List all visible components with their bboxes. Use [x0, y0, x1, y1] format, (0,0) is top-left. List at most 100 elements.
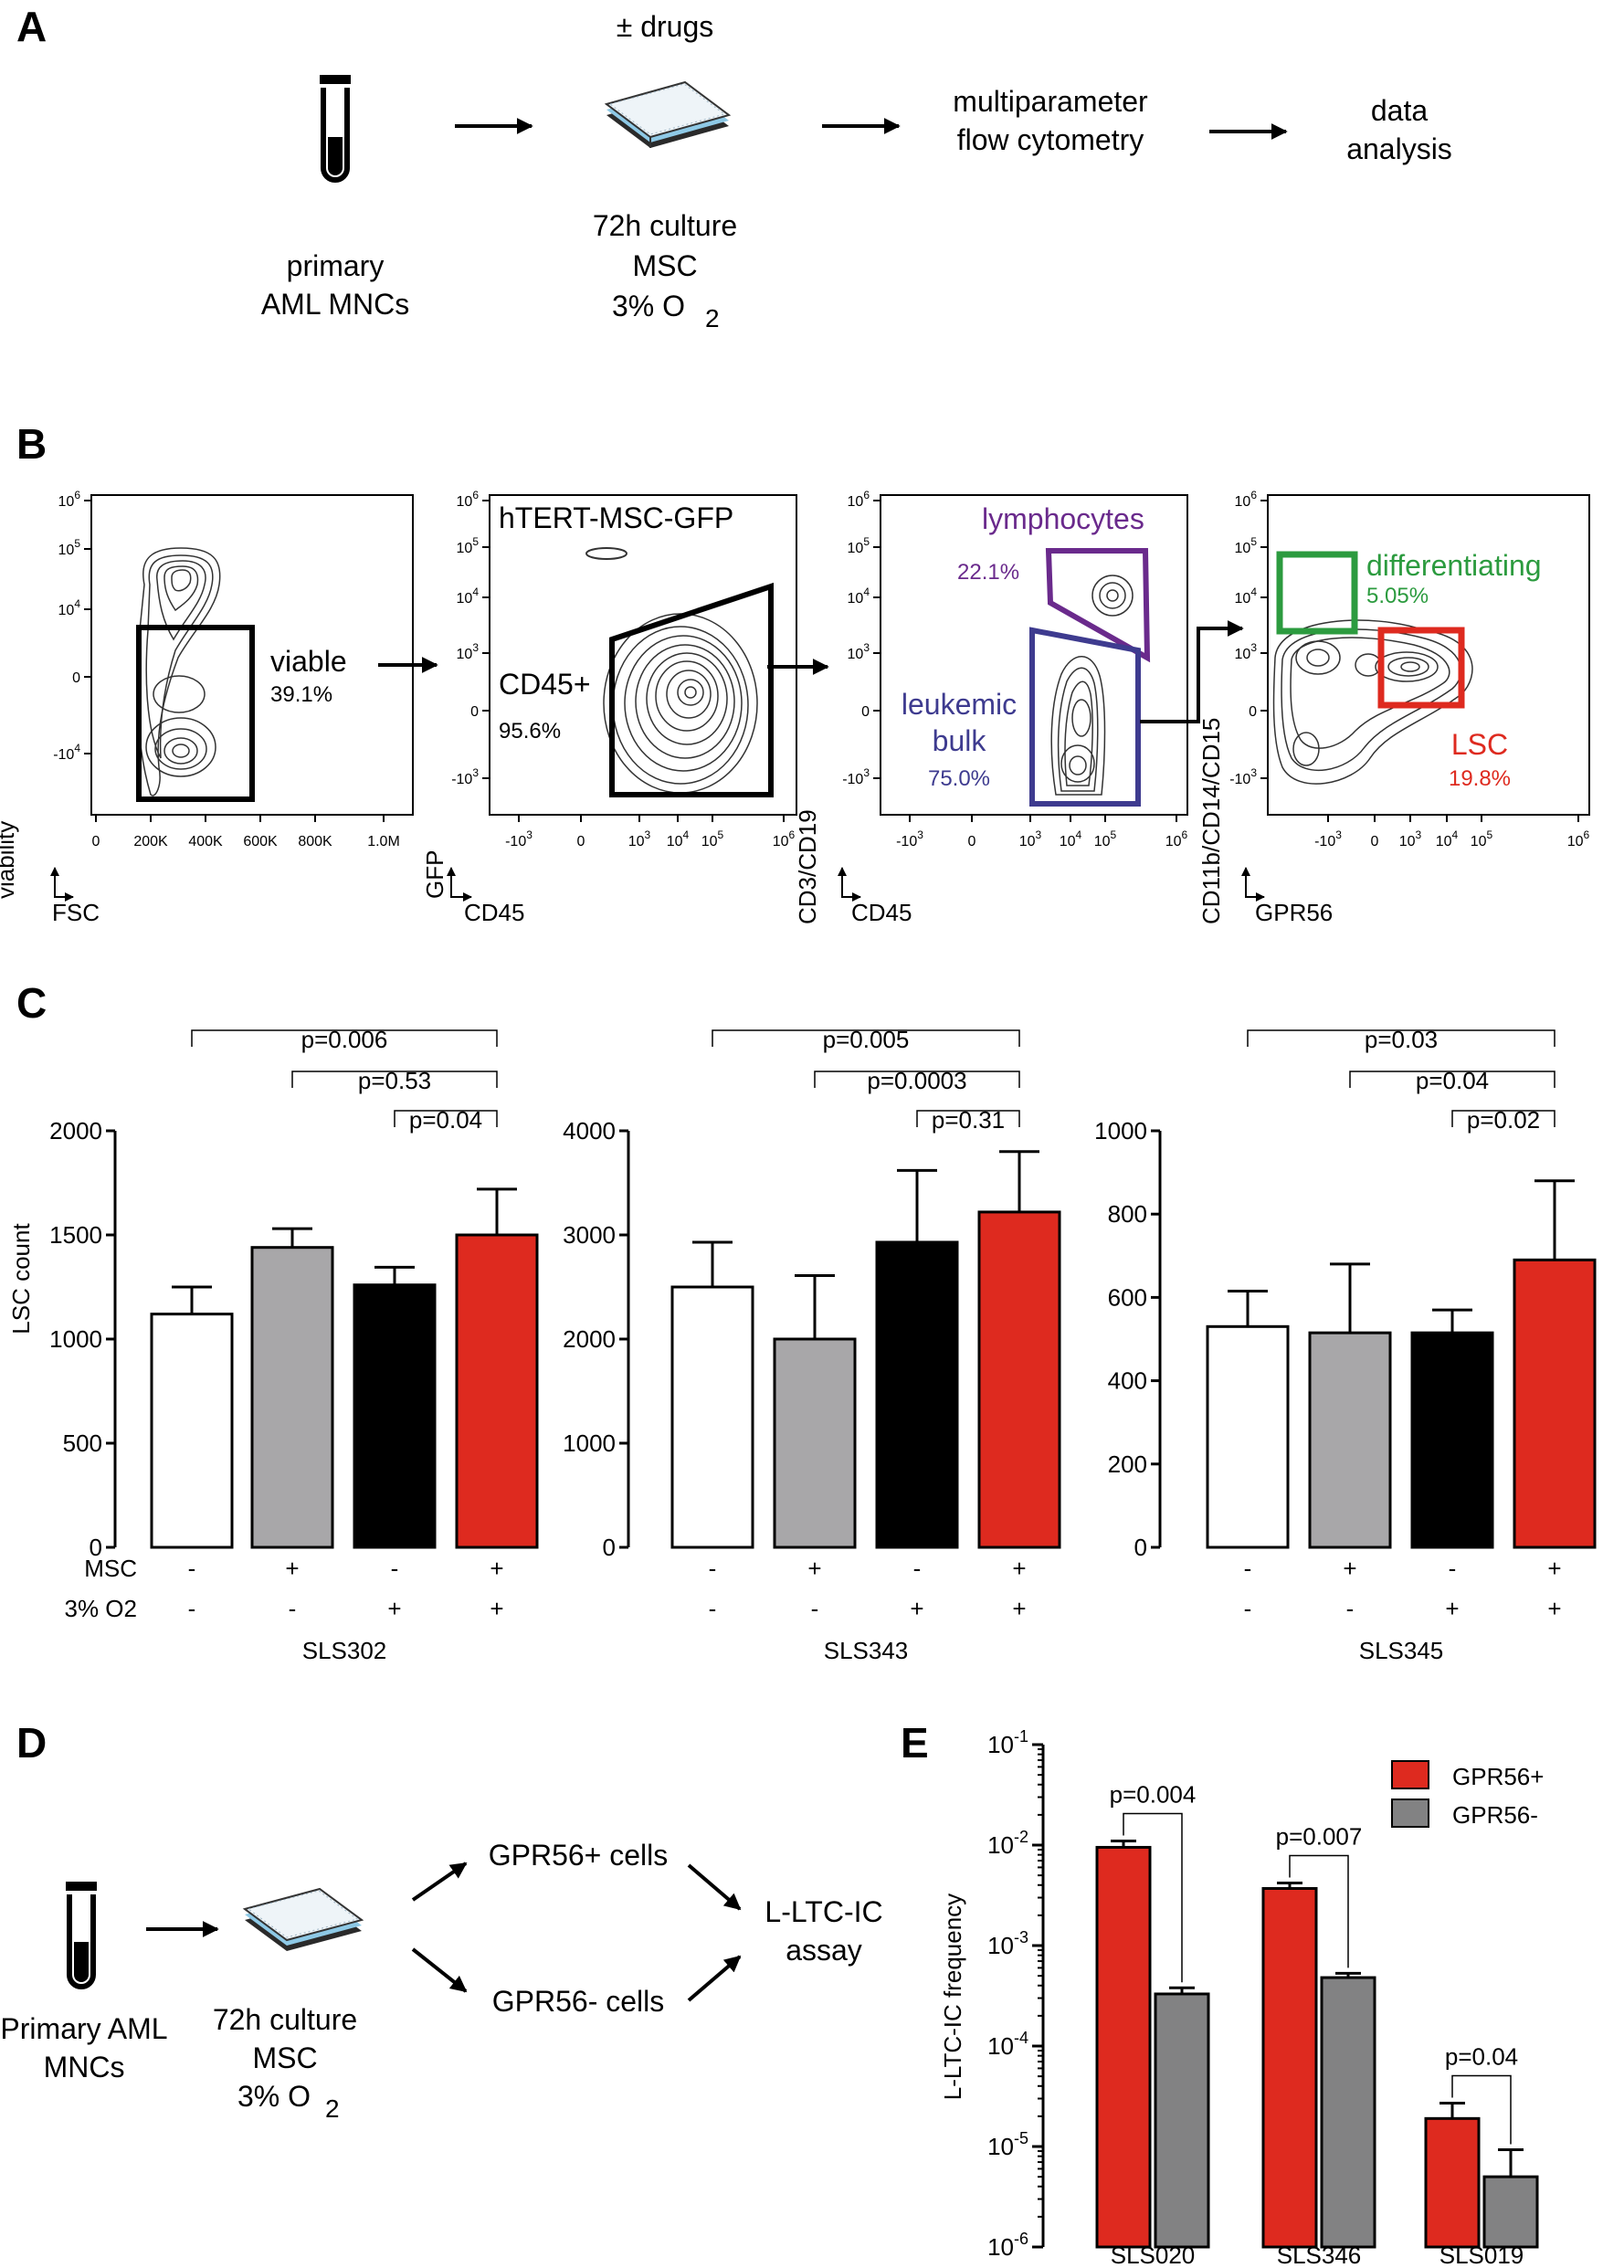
x-tick-label: 105	[701, 828, 724, 849]
o2-sign: +	[1547, 1595, 1561, 1622]
bar	[773, 1337, 857, 1549]
x-axis-title: SLS302	[302, 1637, 387, 1664]
msc-row-label: MSC	[84, 1555, 137, 1582]
p-value-label: p=0.31	[932, 1106, 1005, 1134]
x-tick-label: 104	[667, 828, 690, 849]
lymphocytes-gate	[1045, 548, 1151, 663]
panel-d: D Primary AML MNCs 72h culture MSC 3% O …	[0, 1719, 882, 2123]
p-value-label: p=0.004	[1110, 1780, 1197, 1808]
arrow-d-up	[411, 1862, 468, 1902]
panel-c-letter: C	[16, 979, 47, 1027]
flow-label-1: multiparameter	[953, 85, 1148, 118]
analysis-label: analysis	[1346, 132, 1452, 165]
o2-row-label: 3% O2	[65, 1595, 138, 1622]
y-tick-label: 3000	[563, 1221, 616, 1249]
lsc-gate	[1377, 627, 1465, 709]
bar	[150, 1313, 234, 1549]
significance-bracket	[1349, 1071, 1555, 1088]
aml-mncs-label: AML MNCs	[261, 288, 409, 321]
y-tick-label: -104	[53, 742, 80, 763]
y-tick-label: -103	[1229, 766, 1257, 787]
cd45-gate	[609, 582, 774, 797]
o2-sign: +	[387, 1595, 401, 1622]
significance-bracket	[916, 1110, 1020, 1127]
msc-sign: +	[1012, 1555, 1026, 1582]
y-tick-label: -103	[451, 766, 479, 787]
viable-gate-name: viable	[270, 645, 347, 678]
x-tick-label: 103	[1399, 828, 1422, 849]
plot-frame	[489, 494, 797, 816]
y-tick-label: 2000	[49, 1117, 102, 1145]
assay-label-2: assay	[786, 1934, 862, 1967]
leukemic-bulk-gate	[1029, 627, 1141, 807]
significance-bracket	[394, 1110, 498, 1127]
tube-icon	[66, 1882, 97, 1989]
significance-bracket	[1123, 1812, 1183, 1983]
o2-sign: -	[1346, 1595, 1355, 1622]
x-tick-label: SLS346	[1277, 2242, 1362, 2268]
legend-label: GPR56-	[1452, 1801, 1538, 1829]
bar	[1513, 1258, 1597, 1549]
legend-label: GPR56+	[1452, 1763, 1544, 1790]
lsc-gate-pct: 19.8%	[1449, 766, 1511, 791]
x-tick-label: -103	[505, 828, 533, 849]
o2-label: 3% O	[612, 290, 685, 322]
viable-gate-pct: 39.1%	[270, 682, 332, 707]
contour-population	[1272, 619, 1473, 785]
y-tick-label: 10-6	[987, 2230, 1028, 2261]
x-tick-label: SLS020	[1111, 2242, 1196, 2268]
contour-population	[603, 613, 758, 794]
bar	[353, 1283, 437, 1549]
flow-plot-cd3: lymphocytes 22.1% leukemic bulk 75.0% CD…	[794, 489, 1188, 926]
cd45-gate-name: CD45+	[499, 668, 591, 701]
y-tick-label: 10-5	[987, 2129, 1028, 2160]
x-tick-label: 106	[1165, 828, 1188, 849]
differentiating-gate	[1276, 551, 1358, 635]
significance-bracket	[1247, 1029, 1555, 1047]
x-tick-label: 106	[773, 828, 796, 849]
y-tick-label: 10-3	[987, 1928, 1028, 1959]
x-tick-labels: -103 0 103 104 105 106	[1314, 815, 1590, 849]
bar	[1154, 1992, 1210, 2249]
x-axis-title: CD45	[464, 899, 524, 926]
y-tick-label: 10-2	[987, 1828, 1028, 1859]
y-tick-label: 600	[1108, 1283, 1147, 1311]
significance-bracket	[1289, 1854, 1349, 1968]
bar	[455, 1233, 539, 1549]
contour-population	[136, 547, 221, 796]
x-tick-label: 0	[92, 834, 100, 849]
y-tick-label: 10-4	[987, 2029, 1028, 2060]
x-axis-title: SLS345	[1359, 1637, 1444, 1664]
flow-plot-gpr56: differentiating 5.05% LSC 19.8% CD11b/CD…	[1197, 489, 1590, 926]
msc-sign: -	[188, 1555, 196, 1582]
bar	[1424, 2116, 1481, 2249]
o2-sign: +	[910, 1595, 923, 1622]
bar	[1095, 1845, 1152, 2249]
p-value-label: p=0.04	[1445, 2043, 1518, 2071]
msc-sign: +	[1547, 1555, 1561, 1582]
x-tick-label: 106	[1567, 828, 1590, 849]
x-tick-label: 103	[1019, 828, 1042, 849]
p-value-label: p=0.005	[823, 1026, 910, 1053]
x-axis-title: FSC	[52, 899, 100, 926]
panel-a-letter: A	[16, 3, 47, 50]
y-tick-label: 0	[72, 670, 80, 686]
e-y-axis-title: L-LTC-IC frequency	[939, 1894, 966, 2100]
y-tick-label: 105	[58, 537, 81, 558]
y-tick-label: 10-1	[987, 1727, 1028, 1758]
x-tick-label: 0	[577, 834, 585, 849]
y-tick-label: 0	[90, 1534, 102, 1561]
y-tick-label: 105	[1235, 535, 1258, 556]
y-tick-label: 800	[1108, 1200, 1147, 1228]
differentiating-gate-name: differentiating	[1366, 549, 1542, 582]
primary-label: primary	[287, 249, 385, 282]
y-tick-label: -103	[842, 766, 870, 787]
panel-d-letter: D	[16, 1719, 47, 1767]
o2-sign: -	[1244, 1595, 1252, 1622]
x-tick-labels: -103 0 103 104 105 106	[505, 815, 796, 849]
differentiating-gate-pct: 5.05%	[1366, 584, 1429, 608]
plot-frame	[90, 494, 414, 816]
p-value-label: p=0.02	[1467, 1106, 1540, 1134]
arrow-d-in1	[687, 1863, 742, 1911]
y-tick-label: 106	[848, 489, 870, 510]
